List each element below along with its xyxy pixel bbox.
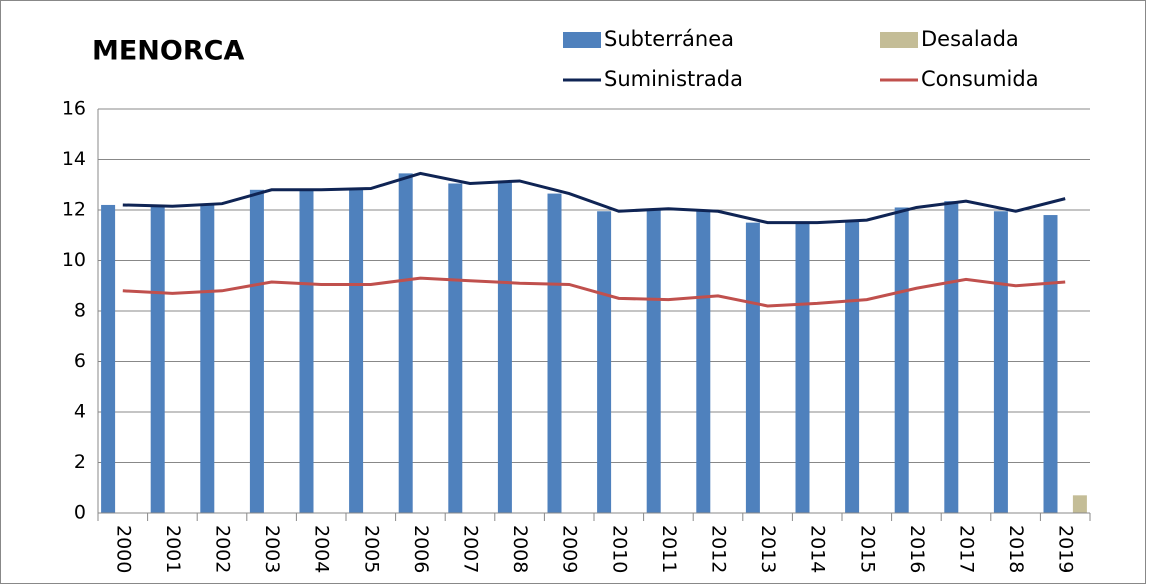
line: [122, 171, 1066, 225]
y-tick-label: 8: [74, 300, 86, 322]
y-tick-label: 16: [62, 98, 86, 120]
x-tick-label: 2014: [807, 525, 829, 573]
x-tick-label: 2012: [708, 525, 730, 573]
bar: [200, 203, 215, 513]
y-tick-label: 10: [62, 249, 86, 271]
bar: [745, 222, 760, 513]
bar: [101, 204, 116, 513]
x-tick-label: 2006: [410, 525, 432, 573]
bar: [944, 201, 959, 513]
bar: [993, 211, 1008, 513]
y-tick-label: 0: [74, 502, 86, 524]
x-tick-label: 2016: [906, 525, 928, 573]
x-tick-label: 2004: [311, 525, 333, 573]
y-tick-label: 4: [74, 401, 86, 423]
legend-swatch: [563, 32, 601, 48]
legend-label: Desalada: [921, 27, 1019, 51]
bar: [646, 208, 661, 514]
x-tick-label: 2015: [856, 525, 878, 573]
bar: [1043, 215, 1058, 514]
y-tick-label: 14: [62, 148, 86, 170]
x-tick-label: 2005: [360, 525, 382, 573]
bar: [894, 207, 909, 513]
bar: [597, 211, 612, 513]
bar: [448, 183, 463, 514]
legend-label: Suministrada: [604, 67, 743, 91]
bar: [845, 220, 860, 513]
legend-label: Subterránea: [604, 27, 734, 51]
line: [122, 276, 1066, 308]
x-tick-label: 2018: [1005, 525, 1027, 573]
bar: [349, 188, 364, 513]
bar: [547, 193, 562, 513]
x-tick-label: 2009: [559, 525, 581, 573]
legend-label: Consumida: [921, 67, 1039, 91]
bar: [150, 206, 165, 513]
y-tick-label: 12: [62, 199, 86, 221]
x-tick-label: 2013: [757, 525, 779, 573]
x-tick-label: 2003: [261, 525, 283, 573]
legend-swatch: [880, 32, 918, 48]
bar: [299, 189, 314, 514]
x-tick-label: 2010: [608, 525, 630, 573]
x-tick-label: 2000: [112, 525, 134, 573]
y-tick-label: 2: [74, 451, 86, 473]
x-tick-label: 2019: [1055, 525, 1077, 573]
x-tick-label: 2007: [460, 525, 482, 573]
x-tick-label: 2008: [509, 525, 531, 573]
x-tick-label: 2001: [162, 525, 184, 573]
bar: [1072, 495, 1087, 513]
x-tick-label: 2002: [212, 525, 234, 573]
bar: [795, 222, 810, 513]
bar: [497, 180, 512, 513]
x-tick-label: 2011: [658, 525, 680, 573]
bar: [398, 173, 413, 513]
x-tick-label: 2017: [956, 525, 978, 573]
y-tick-label: 6: [74, 350, 86, 372]
chart-title: MENORCA: [92, 36, 244, 67]
bar: [696, 211, 711, 513]
bar: [249, 189, 264, 514]
